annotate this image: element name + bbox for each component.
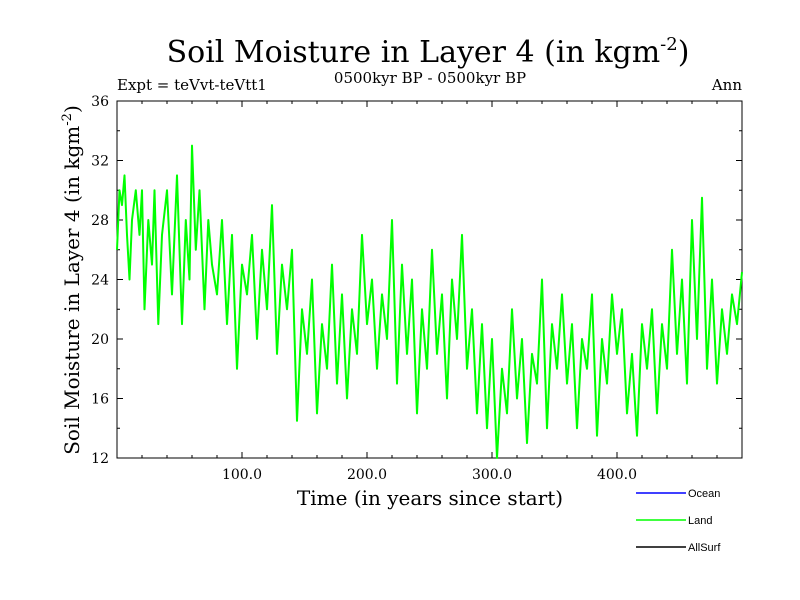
chart-title: Soil Moisture in Layer 4 (in kgm-2) [167, 34, 690, 70]
x-tick-label: 200.0 [347, 467, 387, 483]
y-axis-label: Soil Moisture in Layer 4 (in kgm-2) [60, 105, 84, 455]
y-axis: 12 16 20 24 28 32 36 [91, 94, 742, 467]
x-axis-label: Time (in years since start) [297, 486, 563, 510]
x-tick-label: 100.0 [222, 467, 262, 483]
y-tick-label: 16 [91, 392, 109, 408]
x-axis: 100.0 200.0 300.0 400.0 [141, 101, 718, 483]
x-tick-label: 400.0 [597, 467, 637, 483]
legend-label-allsurf: AllSurf [688, 542, 721, 554]
y-tick-label: 36 [91, 94, 109, 110]
legend: Ocean Land AllSurf [636, 488, 721, 554]
y-tick-label: 12 [91, 451, 109, 467]
y-tick-label: 20 [91, 332, 109, 348]
plot-frame [116, 100, 743, 459]
legend-label-land: Land [688, 515, 712, 527]
y-tick-label: 32 [91, 154, 109, 170]
chart-subtitle: 0500kyr BP - 0500kyr BP [334, 69, 526, 87]
y-tick-label: 24 [91, 273, 109, 289]
x-tick-label: 300.0 [472, 467, 512, 483]
series-line-land [116, 144, 743, 459]
legend-label-ocean: Ocean [688, 488, 720, 500]
experiment-label: Expt = teVvt-teVtt1 [117, 76, 267, 94]
season-label: Ann [711, 76, 742, 94]
y-tick-label: 28 [91, 213, 109, 229]
